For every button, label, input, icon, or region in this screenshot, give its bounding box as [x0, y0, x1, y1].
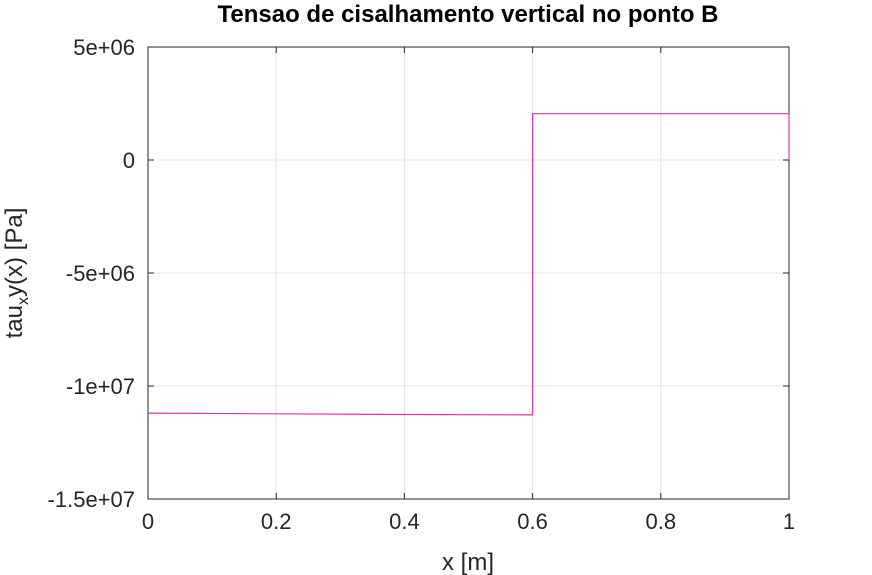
- y-axis-label-main: tau: [1, 305, 28, 338]
- y-axis-label-rest: y(x) [Pa]: [1, 208, 28, 297]
- y-tick-label: 0: [123, 148, 135, 173]
- y-tick-label: -1e+07: [66, 374, 135, 399]
- x-tick-label: 1: [783, 509, 795, 534]
- series: [147, 113, 790, 416]
- grid: [147, 46, 790, 500]
- y-tick-label: -5e+06: [66, 261, 135, 286]
- x-tick-label: 0.4: [389, 509, 420, 534]
- series-line: [147, 113, 790, 416]
- x-axis-label: x [m]: [442, 549, 494, 575]
- x-tick-label: 0.6: [517, 509, 548, 534]
- y-axis-label-subscript: x: [15, 297, 32, 305]
- chart-title: Tensao de cisalhamento vertical no ponto…: [218, 1, 719, 28]
- y-axis-label: tauxy(x) [Pa]: [1, 208, 32, 339]
- x-tick-label: 0.8: [646, 509, 677, 534]
- x-tick-label: 0.2: [261, 509, 292, 534]
- ticks: 0 0.2 0.4 0.6 0.8 1 -1.5e+07 -1e+07 -5e+06 0 5e+06: [48, 35, 796, 534]
- y-tick-label: -1.5e+07: [48, 487, 135, 512]
- x-tick-label: 0: [142, 509, 154, 534]
- y-tick-label: 5e+06: [73, 35, 135, 60]
